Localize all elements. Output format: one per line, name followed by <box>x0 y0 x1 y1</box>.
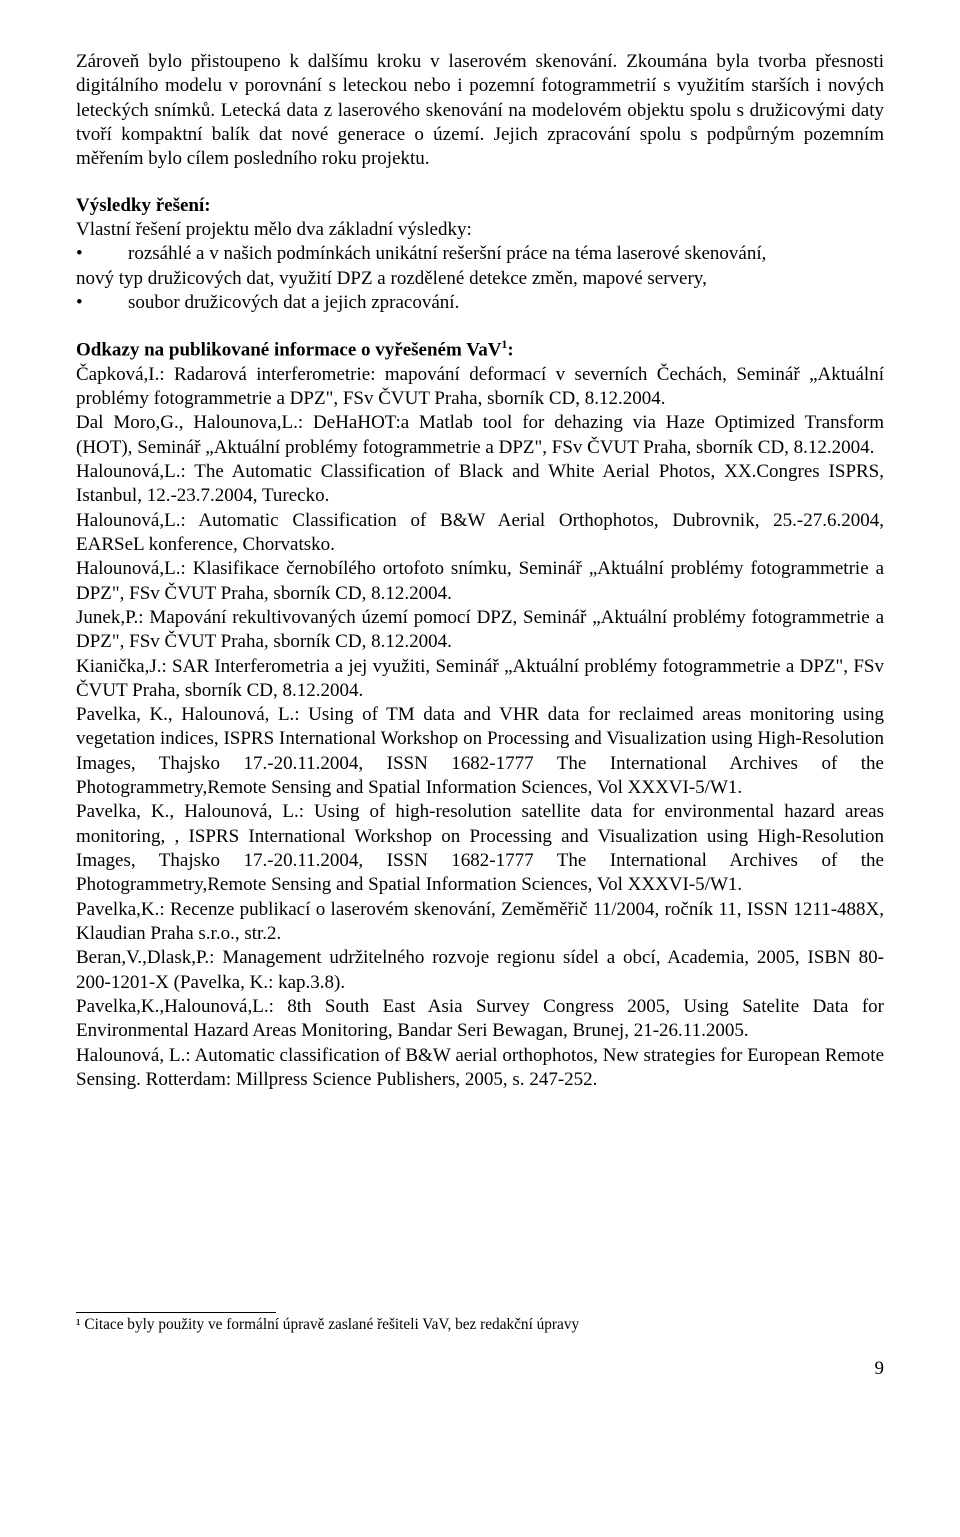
ref-item: Pavelka,K.,Halounová,L.: 8th South East … <box>76 995 884 1044</box>
refs-heading: Odkazy na publikované informace o vyřeše… <box>76 337 884 363</box>
results-heading-text: Výsledky řešení: <box>76 195 211 216</box>
ref-item: Halounová,L.: The Automatic Classificati… <box>76 460 884 509</box>
ref-item: Junek,P.: Mapování rekultivovaných území… <box>76 606 884 655</box>
ref-item: Pavelka, K., Halounová, L.: Using of hig… <box>76 800 884 897</box>
ref-item: Pavelka,K.: Recenze publikací o laserové… <box>76 898 884 947</box>
results-line-cont: nový typ družicových dat, využití DPZ a … <box>76 267 884 291</box>
refs-heading-post: : <box>507 339 513 360</box>
ref-item: Halounová,L.: Automatic Classification o… <box>76 509 884 558</box>
ref-item: Beran,V.,Dlask,P.: Management udržitelné… <box>76 946 884 995</box>
results-lead: Vlastní řešení projektu mělo dva základn… <box>76 218 884 242</box>
results-heading: Výsledky řešení: <box>76 194 884 218</box>
footnote-rule <box>76 1312 276 1313</box>
results-bullets-2: soubor družicových dat a jejich zpracová… <box>76 291 884 315</box>
ref-item: Pavelka, K., Halounová, L.: Using of TM … <box>76 703 884 800</box>
refs-heading-pre: Odkazy na publikované informace o vyřeše… <box>76 339 501 360</box>
ref-item: Dal Moro,G., Halounova,L.: DeHaHOT:a Mat… <box>76 411 884 460</box>
results-bullet-2: soubor družicových dat a jejich zpracová… <box>76 291 884 315</box>
ref-item: Kianička,J.: SAR Interferometria a jej v… <box>76 655 884 704</box>
results-bullet-1: rozsáhlé a v našich podmínkách unikátní … <box>76 242 884 266</box>
footnote-text: ¹ Citace byly použity ve formální úpravě… <box>76 1315 884 1335</box>
intro-paragraph: Zároveň bylo přistoupeno k dalšímu kroku… <box>76 50 884 172</box>
ref-item: Halounová,L.: Klasifikace černobílého or… <box>76 557 884 606</box>
ref-item: Halounová, L.: Automatic classification … <box>76 1044 884 1093</box>
results-bullets: rozsáhlé a v našich podmínkách unikátní … <box>76 242 884 266</box>
page-number: 9 <box>76 1357 884 1381</box>
ref-item: Čapková,I.: Radarová interferometrie: ma… <box>76 363 884 412</box>
